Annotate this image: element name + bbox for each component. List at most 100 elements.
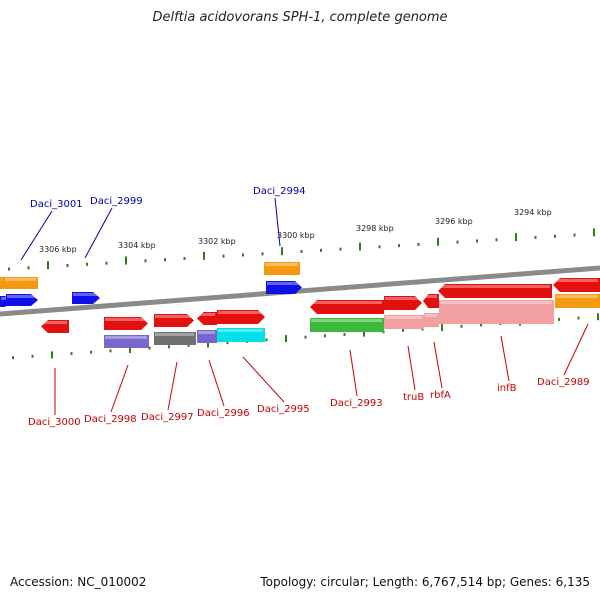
gene-label: infB (497, 383, 517, 394)
gene-arrow (264, 262, 300, 275)
scale-tick (168, 345, 170, 349)
scale-tick (363, 329, 365, 337)
gene-arrow (154, 314, 194, 327)
scale-tick (456, 240, 459, 244)
scale-label: 3298 kbp (356, 224, 394, 233)
gene-label: rbfA (430, 390, 451, 401)
gene-features (0, 262, 600, 348)
scale-tick (324, 334, 326, 338)
scale-tick (90, 350, 92, 354)
gene-label-leader (407, 345, 416, 391)
gene-label-leader (433, 341, 443, 389)
gene-arrow (104, 317, 148, 330)
gene-arrow-highlight (556, 295, 598, 298)
gene-arrow-highlight (267, 282, 300, 285)
scale-tick (441, 324, 443, 332)
scale-label: 3304 kbp (118, 241, 156, 250)
scale-tick (47, 261, 49, 270)
scale-tick (515, 233, 517, 242)
gene-label-leader (84, 207, 113, 259)
gene-arrow (423, 294, 439, 308)
scale-tick (359, 242, 361, 251)
gene-arrow-highlight (424, 295, 437, 298)
scale-tick (109, 349, 112, 353)
gene-arrow (555, 294, 600, 308)
gene-arrow (0, 277, 4, 289)
gene-arrow (154, 332, 196, 345)
gene-arrow (439, 300, 554, 324)
scale-tick (534, 235, 537, 239)
scale-tick (402, 328, 404, 332)
gene-label-leader (563, 323, 589, 376)
scale-tick (66, 264, 69, 268)
gene-arrow-highlight (155, 315, 192, 318)
scale-label: 3300 kbp (277, 231, 315, 240)
gene-arrow-highlight (385, 316, 422, 319)
scale-tick (265, 338, 268, 342)
gene-label-leader (110, 364, 129, 413)
scale-tick (70, 352, 73, 356)
gene-label: Daci_3001 (30, 199, 83, 210)
scale-tick (51, 351, 53, 359)
gene-arrow-highlight (105, 318, 146, 321)
genome-backbone (0, 265, 600, 317)
scale-tick (226, 341, 229, 345)
gene-label: Daci_2995 (257, 404, 310, 415)
gene-arrow (197, 312, 217, 325)
gene-arrow-highlight (425, 314, 437, 317)
scale-tick (480, 323, 482, 327)
scale-tick (476, 239, 478, 243)
gene-arrow-highlight (218, 329, 263, 332)
scale-tick (207, 340, 209, 348)
scale-tick (437, 237, 439, 246)
scale-tick (31, 354, 34, 358)
gene-label: Daci_2993 (330, 398, 383, 409)
gene-label-leader (349, 349, 358, 397)
scale-tick (105, 261, 108, 265)
gene-arrow-highlight (1, 278, 2, 281)
scale-tick (148, 346, 151, 350)
scale-tick (343, 332, 346, 336)
scale-tick (86, 262, 88, 266)
scale-tick (339, 247, 342, 251)
gene-arrow (266, 281, 302, 294)
scale-tick (222, 254, 225, 258)
scale-tick (597, 313, 599, 321)
gene-label-leader (20, 210, 53, 261)
gene-arrow (424, 313, 439, 327)
gene-label: Daci_2996 (197, 408, 250, 419)
gene-arrow-highlight (1, 297, 6, 300)
gene-label: Daci_2998 (84, 414, 137, 425)
scale-tick (554, 234, 556, 238)
scale-tick (187, 343, 190, 347)
gene-label-leader (274, 197, 281, 247)
scale-tick (460, 324, 463, 328)
scale-tick (398, 244, 400, 248)
gene-label: Daci_2997 (141, 412, 194, 423)
map-title: Delftia acidovorans SPH-1, complete geno… (152, 10, 448, 25)
gene-label: Daci_2999 (90, 196, 143, 207)
gene-arrow-highlight (218, 311, 263, 314)
gene-label-leader (500, 335, 510, 382)
gene-arrow-highlight (155, 333, 194, 336)
scale-tick (27, 266, 30, 270)
scale-tick (203, 251, 205, 260)
scale-label: 3294 kbp (514, 208, 552, 217)
gene-label: Daci_3000 (28, 417, 81, 428)
gene-label-leader (167, 361, 178, 411)
scale-label: 3306 kbp (39, 245, 77, 254)
gene-arrow-highlight (311, 319, 382, 322)
gene-arrow-highlight (42, 321, 67, 324)
gene-arrow (217, 310, 265, 324)
gene-arrow-highlight (554, 279, 598, 282)
gene-arrow-highlight (311, 301, 382, 304)
gene-arrow (438, 284, 552, 298)
gene-arrow-highlight (385, 297, 420, 300)
scale-tick (261, 252, 264, 256)
gene-label-leader (242, 356, 285, 403)
scale-label: 3302 kbp (198, 237, 236, 246)
scale-tick (144, 259, 147, 263)
scale-tick (125, 256, 127, 265)
gene-arrow (384, 315, 424, 329)
